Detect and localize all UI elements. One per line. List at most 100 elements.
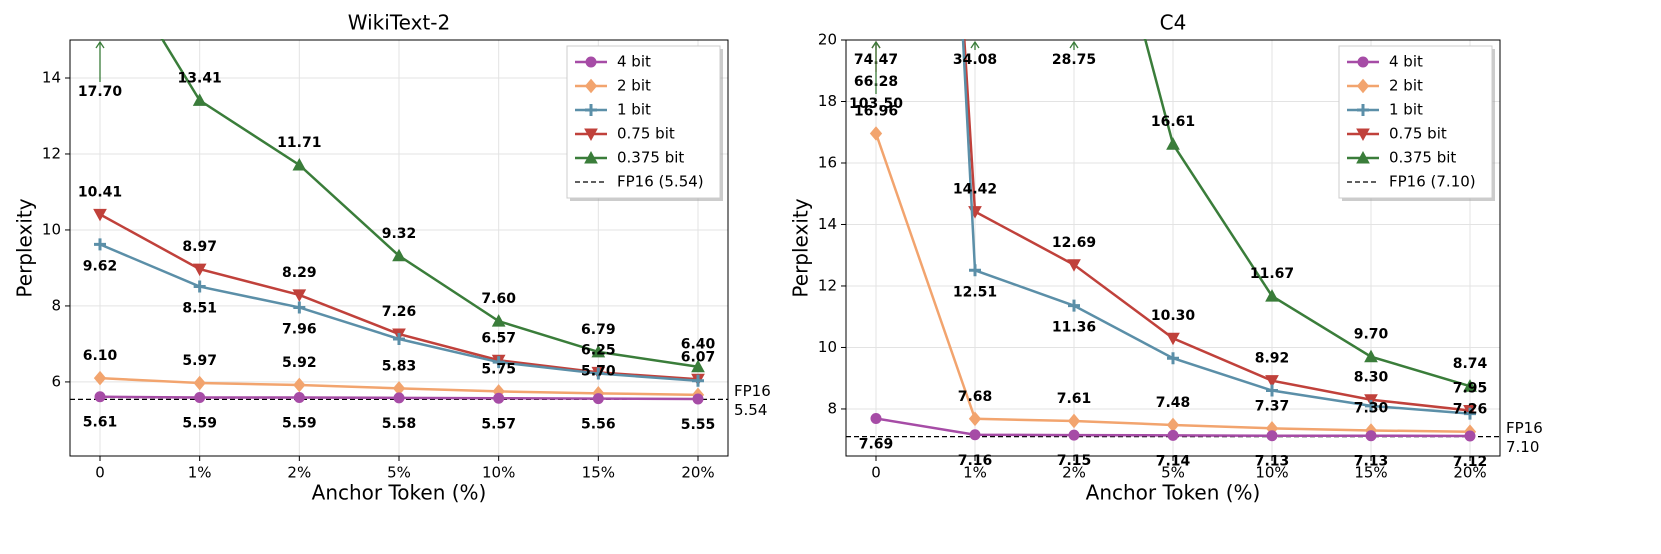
legend-marker	[584, 150, 598, 164]
data-label: 8.30	[1354, 370, 1389, 386]
data-label: 11.71	[277, 135, 321, 151]
marker	[493, 392, 505, 404]
legend-marker	[1356, 128, 1370, 142]
data-label: 8.51	[182, 301, 217, 317]
data-label: 7.26	[382, 304, 417, 320]
data-label: 103.50	[849, 96, 903, 112]
legend-label: 0.75 bit	[1389, 125, 1447, 143]
marker	[692, 393, 704, 405]
series	[94, 238, 704, 387]
legend-label: 0.375 bit	[1389, 149, 1456, 167]
data-label: 5.70	[581, 363, 616, 379]
x-axis-label: Anchor Token (%)	[312, 481, 487, 505]
marker	[592, 367, 605, 380]
reference-label: FP16	[1506, 419, 1543, 437]
legend-marker	[584, 128, 598, 142]
data-label: 8.74	[1453, 356, 1488, 372]
x-tick-label: 20%	[681, 464, 714, 482]
data-label: 5.61	[83, 415, 118, 431]
series	[963, 39, 1477, 418]
marker	[1365, 399, 1377, 412]
legend-label: 1 bit	[1389, 101, 1423, 119]
x-tick-label: 10%	[482, 464, 515, 482]
x-tick-label: 10%	[1255, 464, 1288, 482]
y-tick-label: 6	[51, 372, 61, 390]
y-tick-label: 10	[42, 220, 61, 238]
marker	[591, 344, 606, 358]
data-label: 10.30	[1151, 308, 1196, 324]
data-label: 13.41	[178, 70, 222, 86]
y-tick-label: 16	[818, 153, 837, 171]
data-label: 16.61	[1151, 114, 1195, 130]
marker	[492, 356, 505, 369]
legend-label: 1 bit	[617, 101, 651, 119]
data-label: 5.59	[182, 415, 217, 431]
plot-frame	[69, 39, 729, 457]
x-tick-label: 2%	[1062, 464, 1086, 482]
marker	[1265, 375, 1279, 388]
data-label: 5.58	[382, 416, 417, 432]
y-tick-label: 8	[51, 296, 61, 314]
marker	[491, 314, 506, 327]
marker	[94, 238, 106, 251]
data-label: 7.13	[1255, 454, 1290, 470]
clip-arrow	[95, 40, 105, 82]
legend	[1338, 45, 1493, 199]
data-label: 7.15	[1057, 453, 1092, 469]
data-label: 34.08	[953, 52, 997, 68]
marker	[1464, 407, 1476, 420]
marker	[194, 391, 206, 403]
data-label: 7.37	[1255, 398, 1290, 414]
y-tick-label: 20	[818, 31, 837, 49]
data-label: 8.97	[182, 239, 217, 255]
legend-label: 2 bit	[1389, 77, 1423, 95]
marker	[292, 289, 307, 302]
data-label: 5.97	[182, 353, 217, 369]
data-label: 5.83	[382, 358, 417, 374]
data-label: 6.07	[681, 349, 716, 365]
legend-marker	[585, 104, 597, 116]
data-label: 6.57	[481, 330, 516, 346]
marker	[1067, 413, 1081, 429]
y-tick-label: 12	[818, 276, 837, 294]
legend-label: 0.375 bit	[617, 149, 684, 167]
data-label: 11.36	[1052, 320, 1096, 336]
marker	[193, 280, 206, 293]
data-label: 7.61	[1057, 391, 1092, 407]
clip-arrow	[970, 40, 980, 50]
marker	[691, 359, 705, 373]
data-label: 17.70	[78, 84, 123, 100]
legend-label: 2 bit	[617, 77, 651, 95]
marker	[293, 377, 306, 393]
y-tick-label: 8	[827, 399, 837, 417]
series	[160, 39, 705, 373]
data-label: 6.79	[581, 322, 616, 338]
data-label: 8.92	[1255, 351, 1290, 367]
marker	[592, 393, 604, 405]
marker	[1463, 379, 1477, 392]
x-tick-label: 15%	[1354, 464, 1387, 482]
x-tick-label: 1%	[963, 464, 987, 482]
series	[961, 39, 1476, 420]
legend-label: 4 bit	[1389, 53, 1423, 71]
marker	[1166, 137, 1180, 150]
data-label: 11.67	[1250, 266, 1294, 282]
reference-value: 7.10	[1506, 438, 1539, 456]
series	[94, 391, 704, 405]
y-tick-label: 10	[818, 338, 837, 356]
data-label: 7.14	[1156, 453, 1191, 469]
data-label: 28.75	[1052, 52, 1096, 68]
marker	[393, 392, 405, 404]
data-label: 9.32	[382, 226, 417, 242]
data-label: 6.40	[681, 337, 716, 353]
data-label: 16.96	[854, 103, 898, 119]
clip-arrow	[1069, 40, 1079, 50]
series	[870, 412, 1476, 442]
data-label: 7.16	[958, 453, 993, 469]
marker	[393, 332, 405, 345]
data-label: 9.62	[83, 258, 118, 274]
marker	[192, 263, 207, 277]
data-label: 5.57	[481, 416, 516, 432]
